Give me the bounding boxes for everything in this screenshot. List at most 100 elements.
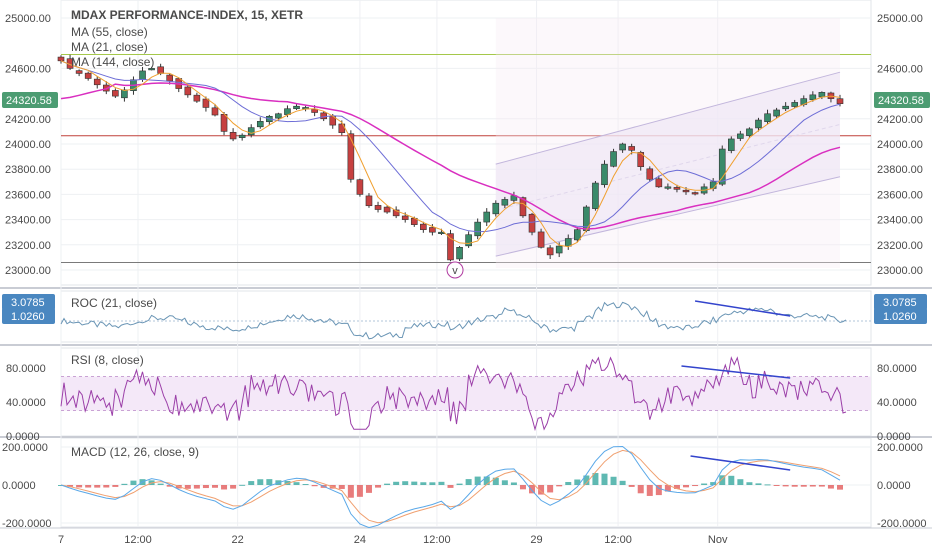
macd-histogram-bar[interactable] — [791, 485, 798, 487]
macd-histogram-bar[interactable] — [347, 485, 354, 498]
candle[interactable] — [619, 142, 626, 153]
macd-histogram-bar[interactable] — [746, 482, 753, 485]
macd-histogram-bar[interactable] — [67, 485, 74, 487]
roc-divergence-line[interactable] — [694, 300, 791, 317]
macd-histogram-bar[interactable] — [673, 485, 680, 489]
candle[interactable] — [782, 102, 789, 112]
macd-histogram-bar[interactable] — [492, 477, 499, 485]
macd-histogram-bar[interactable] — [782, 485, 789, 487]
macd-histogram-bar[interactable] — [728, 475, 735, 485]
macd-histogram-bar[interactable] — [610, 476, 617, 485]
candle[interactable] — [374, 201, 382, 213]
candle[interactable] — [320, 111, 327, 122]
candle[interactable] — [383, 205, 391, 214]
candle[interactable] — [193, 92, 201, 103]
macd-histogram-bar[interactable] — [565, 481, 572, 485]
macd-histogram-bar[interactable] — [483, 476, 490, 485]
macd-histogram-bar[interactable] — [628, 485, 635, 487]
macd-histogram-bar[interactable] — [510, 482, 517, 485]
macd-histogram-bar[interactable] — [121, 483, 128, 485]
macd-histogram-bar[interactable] — [248, 481, 255, 485]
candle[interactable] — [610, 148, 617, 168]
macd-histogram-bar[interactable] — [710, 482, 717, 485]
macd-histogram-bar[interactable] — [411, 481, 418, 485]
candle[interactable] — [392, 206, 400, 219]
candle[interactable] — [293, 104, 300, 110]
candle[interactable] — [112, 88, 119, 98]
macd-histogram-bar[interactable] — [755, 483, 762, 485]
macd-histogram-bar[interactable] — [664, 485, 671, 492]
macd-histogram-bar[interactable] — [184, 485, 191, 489]
macd-histogram-bar[interactable] — [827, 485, 834, 489]
candle[interactable] — [537, 228, 545, 249]
candle[interactable] — [483, 208, 491, 227]
macd-histogram-bar[interactable] — [592, 473, 599, 485]
macd-histogram-bar[interactable] — [239, 484, 246, 486]
study-ma55-label[interactable]: MA (55, close) — [71, 25, 148, 39]
roc-line[interactable] — [60, 301, 847, 340]
macd-histogram-bar[interactable] — [773, 485, 780, 486]
candle[interactable] — [574, 227, 581, 243]
macd-histogram-bar[interactable] — [501, 480, 508, 485]
candle[interactable] — [247, 124, 255, 138]
macd-histogram-bar[interactable] — [76, 485, 83, 488]
ma21-line[interactable] — [60, 60, 841, 248]
macd-histogram-bar[interactable] — [556, 485, 563, 487]
candle[interactable] — [592, 181, 599, 211]
swing-marker[interactable] — [446, 261, 464, 279]
macd-title[interactable]: MACD (12, 26, close, 9) — [71, 445, 199, 459]
macd-histogram-bar[interactable] — [547, 485, 554, 493]
candle[interactable] — [528, 212, 536, 236]
macd-histogram-bar[interactable] — [130, 480, 137, 485]
macd-histogram-bar[interactable] — [211, 485, 218, 488]
roc-title[interactable]: ROC (21, close) — [71, 296, 157, 310]
candle[interactable] — [365, 193, 373, 208]
candle[interactable] — [465, 231, 472, 248]
macd-histogram-bar[interactable] — [701, 483, 708, 485]
macd-histogram-bar[interactable] — [447, 485, 454, 488]
candle[interactable] — [184, 84, 192, 98]
macd-histogram-bar[interactable] — [800, 485, 807, 487]
macd-histogram-bar[interactable] — [293, 482, 300, 485]
channel-upper[interactable] — [495, 71, 841, 165]
candle[interactable] — [764, 109, 771, 125]
macd-histogram-bar[interactable] — [637, 485, 644, 494]
candle[interactable] — [655, 175, 663, 188]
macd-histogram-bar[interactable] — [456, 483, 463, 485]
macd-histogram-bar[interactable] — [809, 485, 816, 487]
macd-histogram-bar[interactable] — [94, 485, 101, 488]
macd-histogram-bar[interactable] — [393, 481, 400, 485]
candle[interactable] — [238, 133, 246, 141]
macd-histogram-bar[interactable] — [438, 481, 445, 485]
candle[interactable] — [773, 107, 780, 118]
candle[interactable] — [256, 117, 264, 129]
macd-histogram-bar[interactable] — [719, 475, 726, 485]
macd-histogram-bar[interactable] — [737, 479, 744, 485]
macd-divergence-line[interactable] — [690, 455, 791, 471]
macd-histogram-bar[interactable] — [529, 485, 536, 494]
candle[interactable] — [121, 87, 128, 102]
candle[interactable] — [429, 224, 436, 236]
macd-histogram-bar[interactable] — [429, 482, 436, 485]
macd-histogram-bar[interactable] — [384, 483, 391, 485]
macd-histogram-bar[interactable] — [837, 485, 843, 490]
macd-histogram-bar[interactable] — [519, 485, 526, 490]
macd-histogram-bar[interactable] — [230, 485, 237, 489]
candle[interactable] — [755, 117, 762, 132]
macd-histogram-bar[interactable] — [266, 479, 273, 485]
candle[interactable] — [691, 191, 699, 196]
candle[interactable] — [456, 246, 463, 262]
macd-histogram-bar[interactable] — [465, 479, 472, 485]
candle[interactable] — [737, 130, 744, 142]
macd-signal-line[interactable] — [60, 449, 841, 524]
macd-histogram-bar[interactable] — [692, 485, 699, 487]
candle[interactable] — [728, 136, 735, 154]
macd-histogram-bar[interactable] — [103, 485, 110, 488]
macd-histogram-bar[interactable] — [619, 480, 626, 485]
candle[interactable] — [492, 200, 500, 217]
candle[interactable] — [93, 76, 101, 89]
regression-channel[interactable] — [495, 72, 840, 257]
macd-histogram-bar[interactable] — [764, 484, 771, 486]
candle[interactable] — [356, 178, 364, 197]
ma144-line[interactable] — [60, 82, 841, 230]
